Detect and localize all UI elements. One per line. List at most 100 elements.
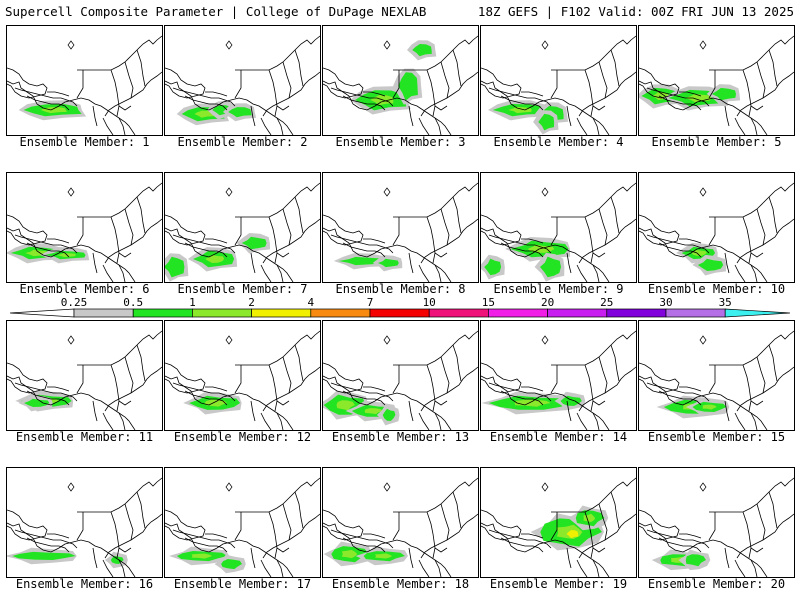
coastline [736, 218, 794, 264]
state-border [118, 547, 132, 553]
diamond-marker-icon [67, 40, 75, 50]
state-border [734, 264, 746, 282]
diamond-marker-icon [541, 482, 549, 492]
colorbar-lower-arrow [9, 308, 75, 318]
map-5 [639, 35, 794, 135]
state-border [102, 264, 114, 282]
map-10 [639, 182, 794, 282]
state-border [576, 559, 588, 577]
state-border [576, 117, 588, 135]
state-border [708, 70, 716, 99]
ensemble-panel-17 [164, 467, 321, 578]
border-line [551, 330, 636, 366]
state-border [434, 264, 442, 282]
state-border [434, 252, 448, 258]
lake-outline [363, 238, 386, 244]
lake-outline [14, 234, 78, 254]
lake-outline [342, 95, 386, 111]
scp-contour-05 [12, 551, 76, 560]
state-border [408, 400, 414, 422]
lake-outline [330, 382, 394, 402]
state-border [592, 252, 606, 258]
map-6 [7, 182, 162, 282]
lake-outline [500, 242, 544, 258]
state-border [76, 70, 84, 99]
map-11 [7, 330, 162, 430]
panel-label: Ensemble Member: 2 [177, 135, 308, 149]
state-border [550, 217, 558, 246]
border-line [77, 35, 162, 71]
state-border [434, 559, 442, 577]
valid-time-label: 18Z GEFS | F102 Valid: 00Z FRI JUN 13 20… [477, 4, 794, 19]
state-border [566, 547, 572, 569]
panel-label: Ensemble Member: 12 [173, 430, 312, 444]
coastline [420, 366, 478, 412]
state-border [756, 208, 766, 246]
ensemble-panel-6 [6, 172, 163, 283]
state-border [610, 49, 620, 87]
lake-outline [323, 509, 364, 541]
panel-label: Ensemble Member: 10 [647, 282, 786, 296]
panel-label: Ensemble Member: 5 [651, 135, 782, 149]
state-border [708, 365, 716, 394]
state-border [610, 196, 620, 234]
state-border [610, 491, 620, 529]
colorbar-segment [310, 308, 371, 318]
state-border [92, 400, 98, 422]
scp-contour-05 [241, 236, 267, 250]
lake-outline [165, 362, 206, 394]
state-border [584, 364, 594, 412]
colorbar-tick-label: 15 [481, 296, 496, 309]
lake-outline [679, 238, 702, 244]
state-border [750, 412, 758, 430]
lake-outline [323, 362, 364, 394]
panel-label: Ensemble Member: 1 [19, 135, 150, 149]
state-border [234, 217, 242, 246]
lake-outline [342, 390, 386, 406]
diamond-marker-icon [225, 335, 233, 345]
lake-outline [26, 242, 70, 258]
lake-outline [7, 362, 48, 394]
map-1 [7, 35, 162, 135]
lake-outline [172, 87, 236, 107]
map-18 [323, 477, 478, 577]
state-border [576, 264, 588, 282]
state-border [598, 503, 608, 541]
state-border [452, 196, 462, 234]
lake-outline [500, 537, 544, 553]
ensemble-panel-12 [164, 320, 321, 431]
state-border [250, 252, 256, 274]
lake-outline [481, 509, 522, 541]
border-line [393, 477, 478, 513]
state-border [234, 365, 242, 394]
state-border [734, 117, 746, 135]
ensemble-panel-13 [322, 320, 479, 431]
state-border [76, 512, 84, 541]
panel-label: Ensemble Member: 14 [489, 430, 628, 444]
ensemble-panel-15 [638, 320, 795, 431]
diamond-marker-icon [383, 482, 391, 492]
state-border [118, 264, 126, 282]
state-border [750, 547, 764, 553]
diamond-marker-icon [699, 335, 707, 345]
state-border [110, 511, 120, 559]
ensemble-panel-20 [638, 467, 795, 578]
state-border [550, 70, 558, 99]
state-border [768, 344, 778, 382]
colorbar-tick-label: 1 [189, 296, 196, 309]
diamond-marker-icon [67, 335, 75, 345]
coastline [578, 218, 636, 264]
ensemble-panel-9 [480, 172, 637, 283]
diamond-marker-icon [699, 482, 707, 492]
scp-contour-1 [702, 404, 717, 410]
ensemble-panel-11 [6, 320, 163, 431]
scp-contour-1 [375, 553, 393, 559]
coastline [104, 218, 162, 264]
state-border [282, 208, 292, 246]
state-border [282, 356, 292, 394]
scp-contour-1 [341, 549, 358, 559]
lake-outline [14, 529, 78, 549]
state-border [566, 105, 572, 127]
diamond-marker-icon [383, 335, 391, 345]
lake-outline [500, 95, 544, 111]
